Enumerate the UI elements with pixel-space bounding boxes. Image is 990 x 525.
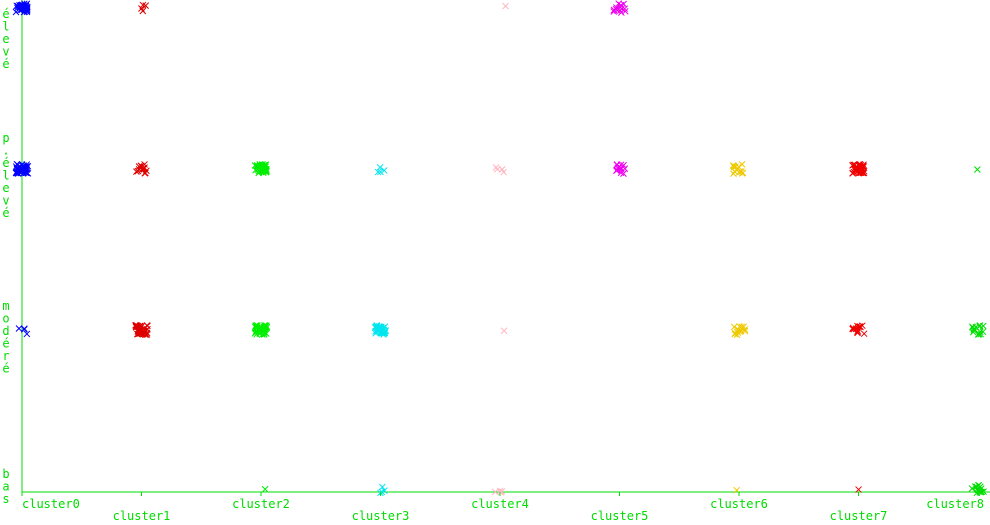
data-point (741, 326, 749, 333)
data-point (854, 328, 861, 336)
data-point (24, 170, 32, 177)
data-point (252, 166, 259, 174)
data-point (502, 2, 509, 10)
data-point (616, 7, 624, 15)
data-point (496, 487, 504, 495)
data-point (144, 322, 151, 330)
data-point (260, 329, 268, 336)
data-point (730, 170, 737, 177)
data-point (134, 330, 142, 338)
data-point (376, 323, 384, 331)
data-point (16, 166, 24, 174)
x-tick-labels: cluster0 cluster1 cluster2 cluster3 cluster4… (21, 492, 984, 523)
data-point (970, 326, 978, 334)
data-point (261, 161, 269, 169)
data-point (263, 323, 271, 331)
data-point (500, 327, 508, 335)
x-tick-label: cluster5 (591, 509, 649, 523)
data-point (259, 166, 266, 174)
data-point (976, 323, 983, 330)
data-point (135, 163, 143, 170)
data-point (613, 161, 621, 168)
data-point (380, 329, 387, 337)
x-tick-label: cluster4 (471, 497, 529, 511)
data-point (620, 170, 627, 177)
data-point (23, 164, 30, 172)
data-point (741, 327, 749, 335)
data-point (620, 0, 627, 8)
data-point (498, 166, 506, 173)
data-point (733, 331, 741, 339)
data-point (738, 160, 746, 168)
data-point (857, 323, 864, 331)
x-tick-label: cluster3 (352, 509, 410, 523)
data-point (261, 485, 269, 493)
data-point (256, 330, 264, 338)
data-point (620, 161, 627, 169)
data-point (16, 3, 24, 11)
x-tick-label: cluster8 (926, 497, 984, 511)
data-point (20, 2, 27, 9)
data-point (736, 323, 743, 330)
points-layer (12, 0, 987, 497)
data-point (380, 167, 388, 174)
data-point (855, 486, 862, 493)
data-point (133, 168, 140, 175)
data-point (377, 168, 384, 176)
data-point (729, 161, 737, 169)
data-point (136, 322, 144, 330)
data-point (143, 331, 151, 338)
data-point (973, 483, 980, 491)
data-point (137, 326, 145, 334)
data-point (23, 330, 31, 338)
data-point (372, 329, 380, 337)
x-tick-label: cluster2 (232, 497, 290, 511)
x-tick-label: cluster0 (22, 497, 80, 511)
data-point (139, 1, 147, 9)
x-tick-label: cluster6 (710, 497, 768, 511)
x-tick-label: cluster1 (113, 509, 171, 523)
data-point (252, 323, 259, 331)
data-point (20, 326, 28, 333)
data-point (143, 167, 150, 175)
data-point (262, 165, 270, 173)
data-point (977, 330, 985, 338)
data-point (974, 166, 981, 173)
data-point (138, 5, 145, 12)
data-point (15, 325, 23, 332)
data-point (613, 167, 620, 174)
data-point (854, 327, 862, 335)
data-point (374, 324, 382, 332)
data-point (730, 323, 738, 331)
data-point (855, 323, 863, 331)
data-point (857, 161, 865, 169)
data-point (494, 165, 501, 173)
data-point (849, 325, 857, 333)
data-point (737, 168, 744, 175)
data-point (859, 169, 867, 177)
data-point (381, 487, 388, 494)
data-point (860, 161, 867, 169)
data-point (849, 169, 856, 177)
data-point (374, 168, 382, 176)
data-point (23, 166, 30, 173)
data-point (968, 485, 976, 492)
data-point (974, 486, 982, 494)
data-point (860, 330, 868, 338)
data-point (969, 323, 976, 331)
data-point (142, 2, 150, 9)
x-tick-label: cluster7 (830, 509, 888, 523)
y-tick-labels: b a s m o d é r é p. é l e v é é l e v é (2, 7, 9, 506)
data-point (136, 330, 143, 338)
axes (21, 0, 990, 493)
data-point (730, 163, 738, 171)
data-point (141, 161, 148, 168)
